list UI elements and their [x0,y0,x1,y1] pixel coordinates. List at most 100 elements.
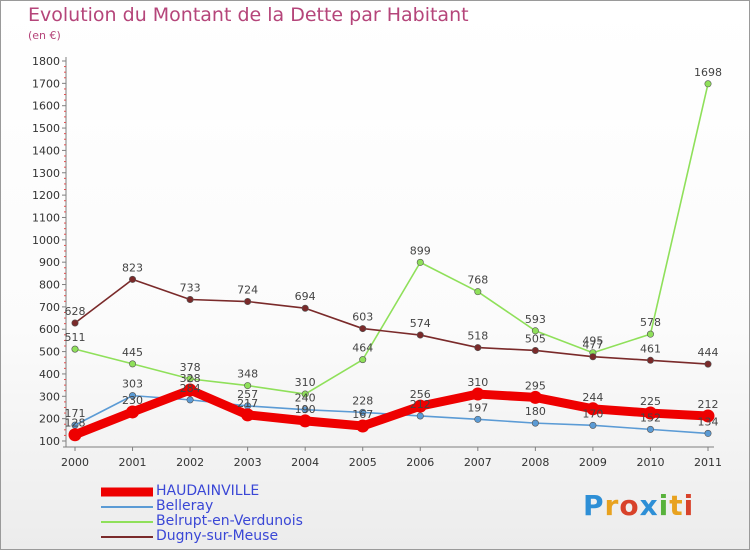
y-tick-label: 1700 [32,77,60,90]
x-tick-label: 2009 [579,456,607,469]
y-minor-tick [64,94,66,96]
y-minor-tick [64,116,66,118]
data-point [359,356,367,364]
data-point [646,356,654,364]
y-minor-tick [64,110,66,112]
series-line-2 [74,83,709,395]
y-minor-tick [64,311,66,313]
y-minor-tick [64,189,66,191]
data-point [704,360,712,368]
data-point [126,405,140,419]
x-tick-label: 2002 [176,456,204,469]
data-label: 518 [467,330,488,343]
data-label: 212 [410,398,431,411]
data-point [528,390,542,404]
y-minor-tick [64,161,66,163]
logo-letter: P [583,489,605,522]
data-label: 477 [582,339,603,352]
data-label: 768 [467,274,488,287]
y-minor-tick [64,133,66,135]
data-label: 378 [180,361,201,374]
data-label: 170 [582,407,603,420]
logo-letter: i [658,489,670,522]
data-label: 445 [122,346,143,359]
data-label: 574 [410,317,431,330]
x-tick-label: 2006 [406,456,434,469]
data-point [589,353,597,361]
logo-letter: i [683,489,695,522]
data-label: 295 [525,379,546,392]
y-tick-label: 1800 [32,55,60,68]
y-minor-tick [64,317,66,319]
y-minor-tick [64,228,66,230]
y-minor-tick [64,323,66,325]
data-label: 180 [525,405,546,418]
x-tick-label: 2010 [636,456,664,469]
data-point [129,275,137,283]
data-label: 190 [295,403,316,416]
data-point [298,414,312,428]
y-tick-label: 1200 [32,189,60,202]
y-minor-tick [64,250,66,252]
data-label: 511 [65,331,86,344]
data-label: 225 [640,395,661,408]
data-point [646,425,654,433]
data-label: 303 [122,378,143,391]
data-label: 593 [525,313,546,326]
data-point [71,345,79,353]
x-tick-label: 2007 [464,456,492,469]
y-tick-label: 1100 [32,211,60,224]
y-minor-tick [64,339,66,341]
y-minor-tick [64,138,66,140]
data-label: 228 [352,394,373,407]
logo-letter: x [639,489,659,522]
data-point [301,390,309,398]
y-minor-tick [64,379,66,381]
data-point [704,80,712,88]
legend-label: HAUDAINVILLE [156,483,260,499]
y-minor-tick [64,155,66,157]
data-label: 152 [640,411,661,424]
data-label: 240 [295,392,316,405]
x-tick-label: 2008 [521,456,549,469]
y-tick-label: 1600 [32,100,60,113]
data-label: 134 [698,415,719,428]
data-label: 212 [698,398,719,411]
y-minor-tick [64,267,66,269]
data-label: 505 [525,332,546,345]
y-minor-tick [64,183,66,185]
y-minor-tick [64,77,66,79]
y-tick-label: 500 [39,346,60,359]
y-tick-label: 700 [39,301,60,314]
data-point [531,419,539,427]
y-minor-tick [64,434,66,436]
logo-letter: t [669,489,684,522]
y-minor-tick [64,289,66,291]
data-point [416,412,424,420]
y-minor-tick [64,200,66,202]
data-point [244,382,252,390]
y-minor-tick [64,356,66,358]
data-point [474,415,482,423]
data-point [301,406,309,414]
data-label: 171 [65,407,86,420]
data-label: 230 [122,394,143,407]
y-minor-tick [64,66,66,68]
data-point [186,375,194,383]
y-minor-tick [64,211,66,213]
data-point [301,304,309,312]
data-point [589,421,597,429]
data-label: 733 [180,282,201,295]
y-minor-tick [64,362,66,364]
y-tick-label: 1000 [32,234,60,247]
y-minor-tick [64,166,66,168]
y-minor-tick [64,345,66,347]
y-minor-tick [64,244,66,246]
data-label: 823 [122,261,143,274]
data-point [129,360,137,368]
data-point [183,383,197,397]
data-label: 899 [410,244,431,257]
data-point [241,408,255,422]
y-tick-label: 400 [39,368,60,381]
